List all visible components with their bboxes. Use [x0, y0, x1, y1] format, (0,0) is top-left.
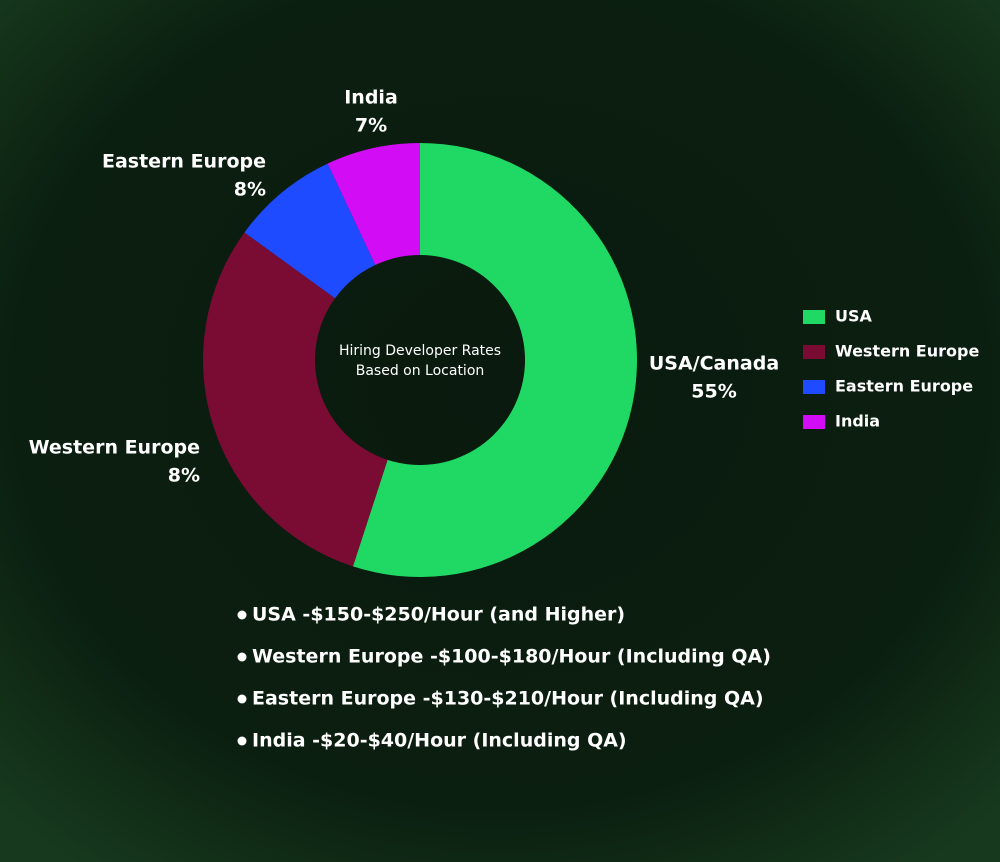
legend-label: USA — [835, 307, 873, 326]
legend-label: Western Europe — [835, 342, 979, 361]
center-text: Based on Location — [356, 363, 485, 379]
donut-slice — [244, 163, 376, 299]
bullet — [237, 694, 247, 704]
donut-slice — [203, 232, 388, 567]
legend-swatch — [803, 310, 825, 324]
legend-swatch — [803, 345, 825, 359]
slice-label-name: USA/Canada — [649, 353, 779, 375]
slice-label-value: 7% — [355, 115, 387, 137]
slice-label-value: 8% — [234, 179, 266, 201]
bullet — [237, 652, 247, 662]
bullet — [237, 610, 247, 620]
slice-label-name: Western Europe — [29, 437, 200, 459]
slice-label-value: 55% — [691, 381, 736, 403]
legend-swatch — [803, 380, 825, 394]
bullet — [237, 736, 247, 746]
note-text: USA -$150-$250/Hour (and Higher) — [252, 604, 625, 626]
slice-label-name: India — [344, 87, 398, 109]
note-text: Eastern Europe -$130-$210/Hour (Includin… — [252, 688, 764, 710]
legend-label: India — [835, 412, 880, 431]
slice-label-value: 8% — [168, 465, 200, 487]
center-text: Hiring Developer Rates — [339, 343, 501, 359]
note-text: Western Europe -$100-$180/Hour (Includin… — [252, 646, 771, 668]
donut-slice — [352, 143, 637, 577]
legend-swatch — [803, 415, 825, 429]
slice-label-name: Eastern Europe — [102, 151, 266, 173]
donut-slice — [327, 143, 420, 265]
legend-label: Eastern Europe — [835, 377, 973, 396]
note-text: India -$20-$40/Hour (Including QA) — [252, 730, 627, 752]
